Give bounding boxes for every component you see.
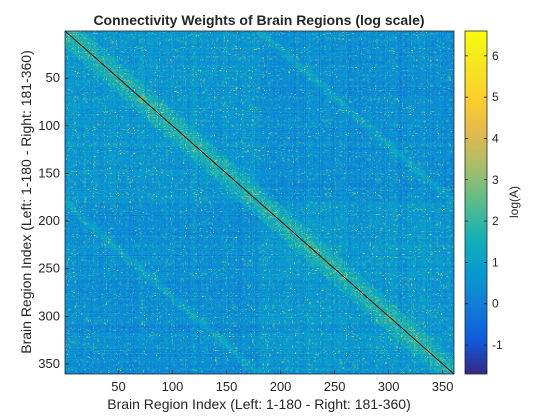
heatmap-plot	[64, 30, 455, 375]
y-axis-label: Brain Region Index (Left: 1-180 - Right:…	[18, 50, 34, 354]
x-tick-label: 300	[378, 379, 400, 394]
x-axis-label: Brain Region Index (Left: 1-180 - Right:…	[107, 396, 411, 412]
colorbar: -1 0 1 2 3 4 5 6 log(A)	[464, 30, 521, 375]
colorbar-label: log(A)	[507, 186, 521, 218]
x-tick-label: 50	[111, 379, 125, 394]
y-tick-label: 300	[38, 308, 60, 323]
colorbar-tick-label: 2	[492, 214, 499, 228]
y-tick-label: 250	[38, 261, 60, 276]
colorbar-tick-label: 4	[492, 131, 499, 145]
colorbar-gradient	[465, 31, 487, 374]
colorbar-tick-label: 1	[492, 255, 499, 269]
x-tick-label: 150	[216, 379, 238, 394]
colorbar-frame	[464, 30, 488, 375]
x-tick-label: 100	[162, 379, 184, 394]
chart-title: Connectivity Weights of Brain Regions (l…	[93, 12, 424, 28]
y-tick-label: 50	[46, 70, 60, 85]
x-axis-ticks: 50 100 150 200 250 300 350	[111, 370, 454, 394]
y-tick-label: 350	[38, 356, 60, 371]
x-tick-label: 250	[324, 379, 346, 394]
diagonal-line	[64, 30, 455, 375]
y-tick-label: 150	[38, 165, 60, 180]
colorbar-tick-label: -1	[492, 338, 503, 352]
y-axis-ticks: 50 100 150 200 250 300 350	[38, 70, 69, 371]
colorbar-ticks: -1 0 1 2 3 4 5 6	[465, 49, 503, 352]
colorbar-tick-label: 6	[492, 49, 499, 63]
y-tick-label: 100	[38, 118, 60, 133]
x-tick-label: 200	[270, 379, 292, 394]
colorbar-tick-label: 0	[492, 297, 499, 311]
plot-frame	[64, 30, 455, 375]
colorbar-tick-label: 5	[492, 90, 499, 104]
x-tick-label: 350	[432, 379, 454, 394]
y-tick-label: 200	[38, 213, 60, 228]
colorbar-tick-label: 3	[492, 173, 499, 187]
